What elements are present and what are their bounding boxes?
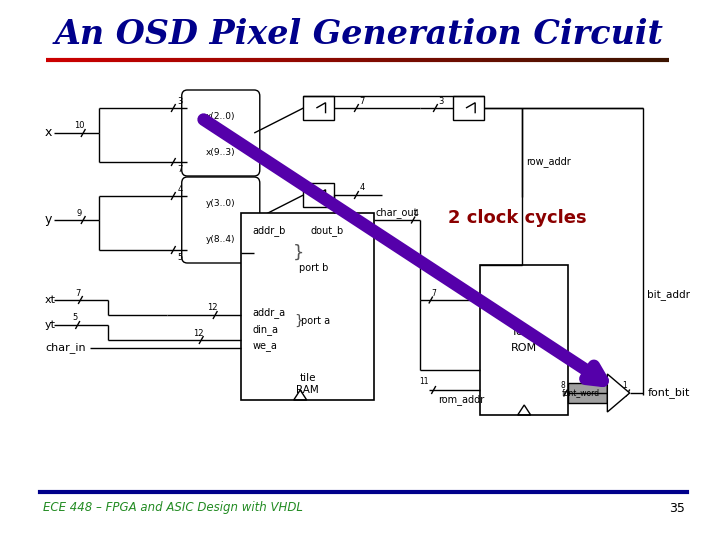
Bar [453, 96, 484, 120]
Polygon shape [608, 374, 630, 412]
Text: 4: 4 [413, 208, 418, 218]
Text: RAM: RAM [296, 385, 319, 395]
Text: ECE 448 – FPGA and ASIC Design with VHDL: ECE 448 – FPGA and ASIC Design with VHDL [43, 502, 303, 515]
Text: bit_addr: bit_addr [647, 289, 690, 300]
Text: yt: yt [45, 320, 56, 330]
Text: y(8..4): y(8..4) [206, 234, 235, 244]
Text: 4: 4 [177, 185, 183, 193]
Text: An OSD Pixel Generation Circuit: An OSD Pixel Generation Circuit [55, 18, 664, 51]
Bar [480, 265, 568, 415]
Text: 7: 7 [177, 165, 183, 173]
Text: ROM: ROM [511, 343, 537, 353]
Text: we_a: we_a [252, 341, 277, 351]
Bar [568, 383, 608, 403]
Text: tile: tile [300, 373, 316, 383]
Text: 10: 10 [74, 122, 85, 131]
Text: port a: port a [301, 316, 330, 326]
Text: row_addr: row_addr [526, 157, 571, 167]
Text: }: } [293, 244, 305, 262]
Text: dout_b: dout_b [311, 226, 344, 237]
Text: 3: 3 [438, 97, 444, 105]
Text: x: x [45, 126, 53, 139]
Text: font_word: font_word [562, 388, 600, 397]
Text: 9: 9 [77, 208, 82, 218]
Text: x(9..3): x(9..3) [206, 147, 235, 157]
Text: 5: 5 [177, 253, 183, 262]
FancyBboxPatch shape [181, 177, 260, 263]
FancyBboxPatch shape [181, 90, 260, 176]
Text: y(3..0): y(3..0) [206, 199, 235, 207]
Text: 3: 3 [177, 97, 183, 105]
Text: addr_b: addr_b [252, 226, 286, 237]
Text: 35: 35 [669, 502, 685, 515]
Text: font: font [513, 327, 535, 337]
Text: }: } [294, 314, 303, 328]
Text: din_a: din_a [252, 325, 279, 335]
Text: 4: 4 [359, 184, 364, 192]
Text: y: y [45, 213, 53, 226]
Text: 7: 7 [75, 288, 81, 298]
Text: 5: 5 [72, 314, 78, 322]
Text: port b: port b [299, 263, 328, 273]
Text: font_bit: font_bit [647, 388, 690, 399]
Text: 12: 12 [193, 328, 204, 338]
Text: 7: 7 [431, 288, 436, 298]
Text: x(2..0): x(2..0) [206, 111, 235, 120]
Text: char_in: char_in [45, 342, 86, 354]
Text: 11: 11 [420, 377, 429, 387]
Text: 7: 7 [359, 97, 365, 105]
Text: xt: xt [45, 295, 56, 305]
Text: addr_a: addr_a [252, 308, 285, 319]
Text: 8: 8 [560, 381, 565, 390]
Bar [303, 183, 334, 207]
Bar [303, 96, 334, 120]
Text: char_out: char_out [375, 207, 418, 219]
Text: 2 clock cycles: 2 clock cycles [448, 209, 586, 227]
Text: rom_addr: rom_addr [438, 395, 485, 406]
Bar [241, 213, 374, 400]
Text: 1: 1 [623, 381, 627, 390]
Text: 12: 12 [207, 303, 217, 313]
